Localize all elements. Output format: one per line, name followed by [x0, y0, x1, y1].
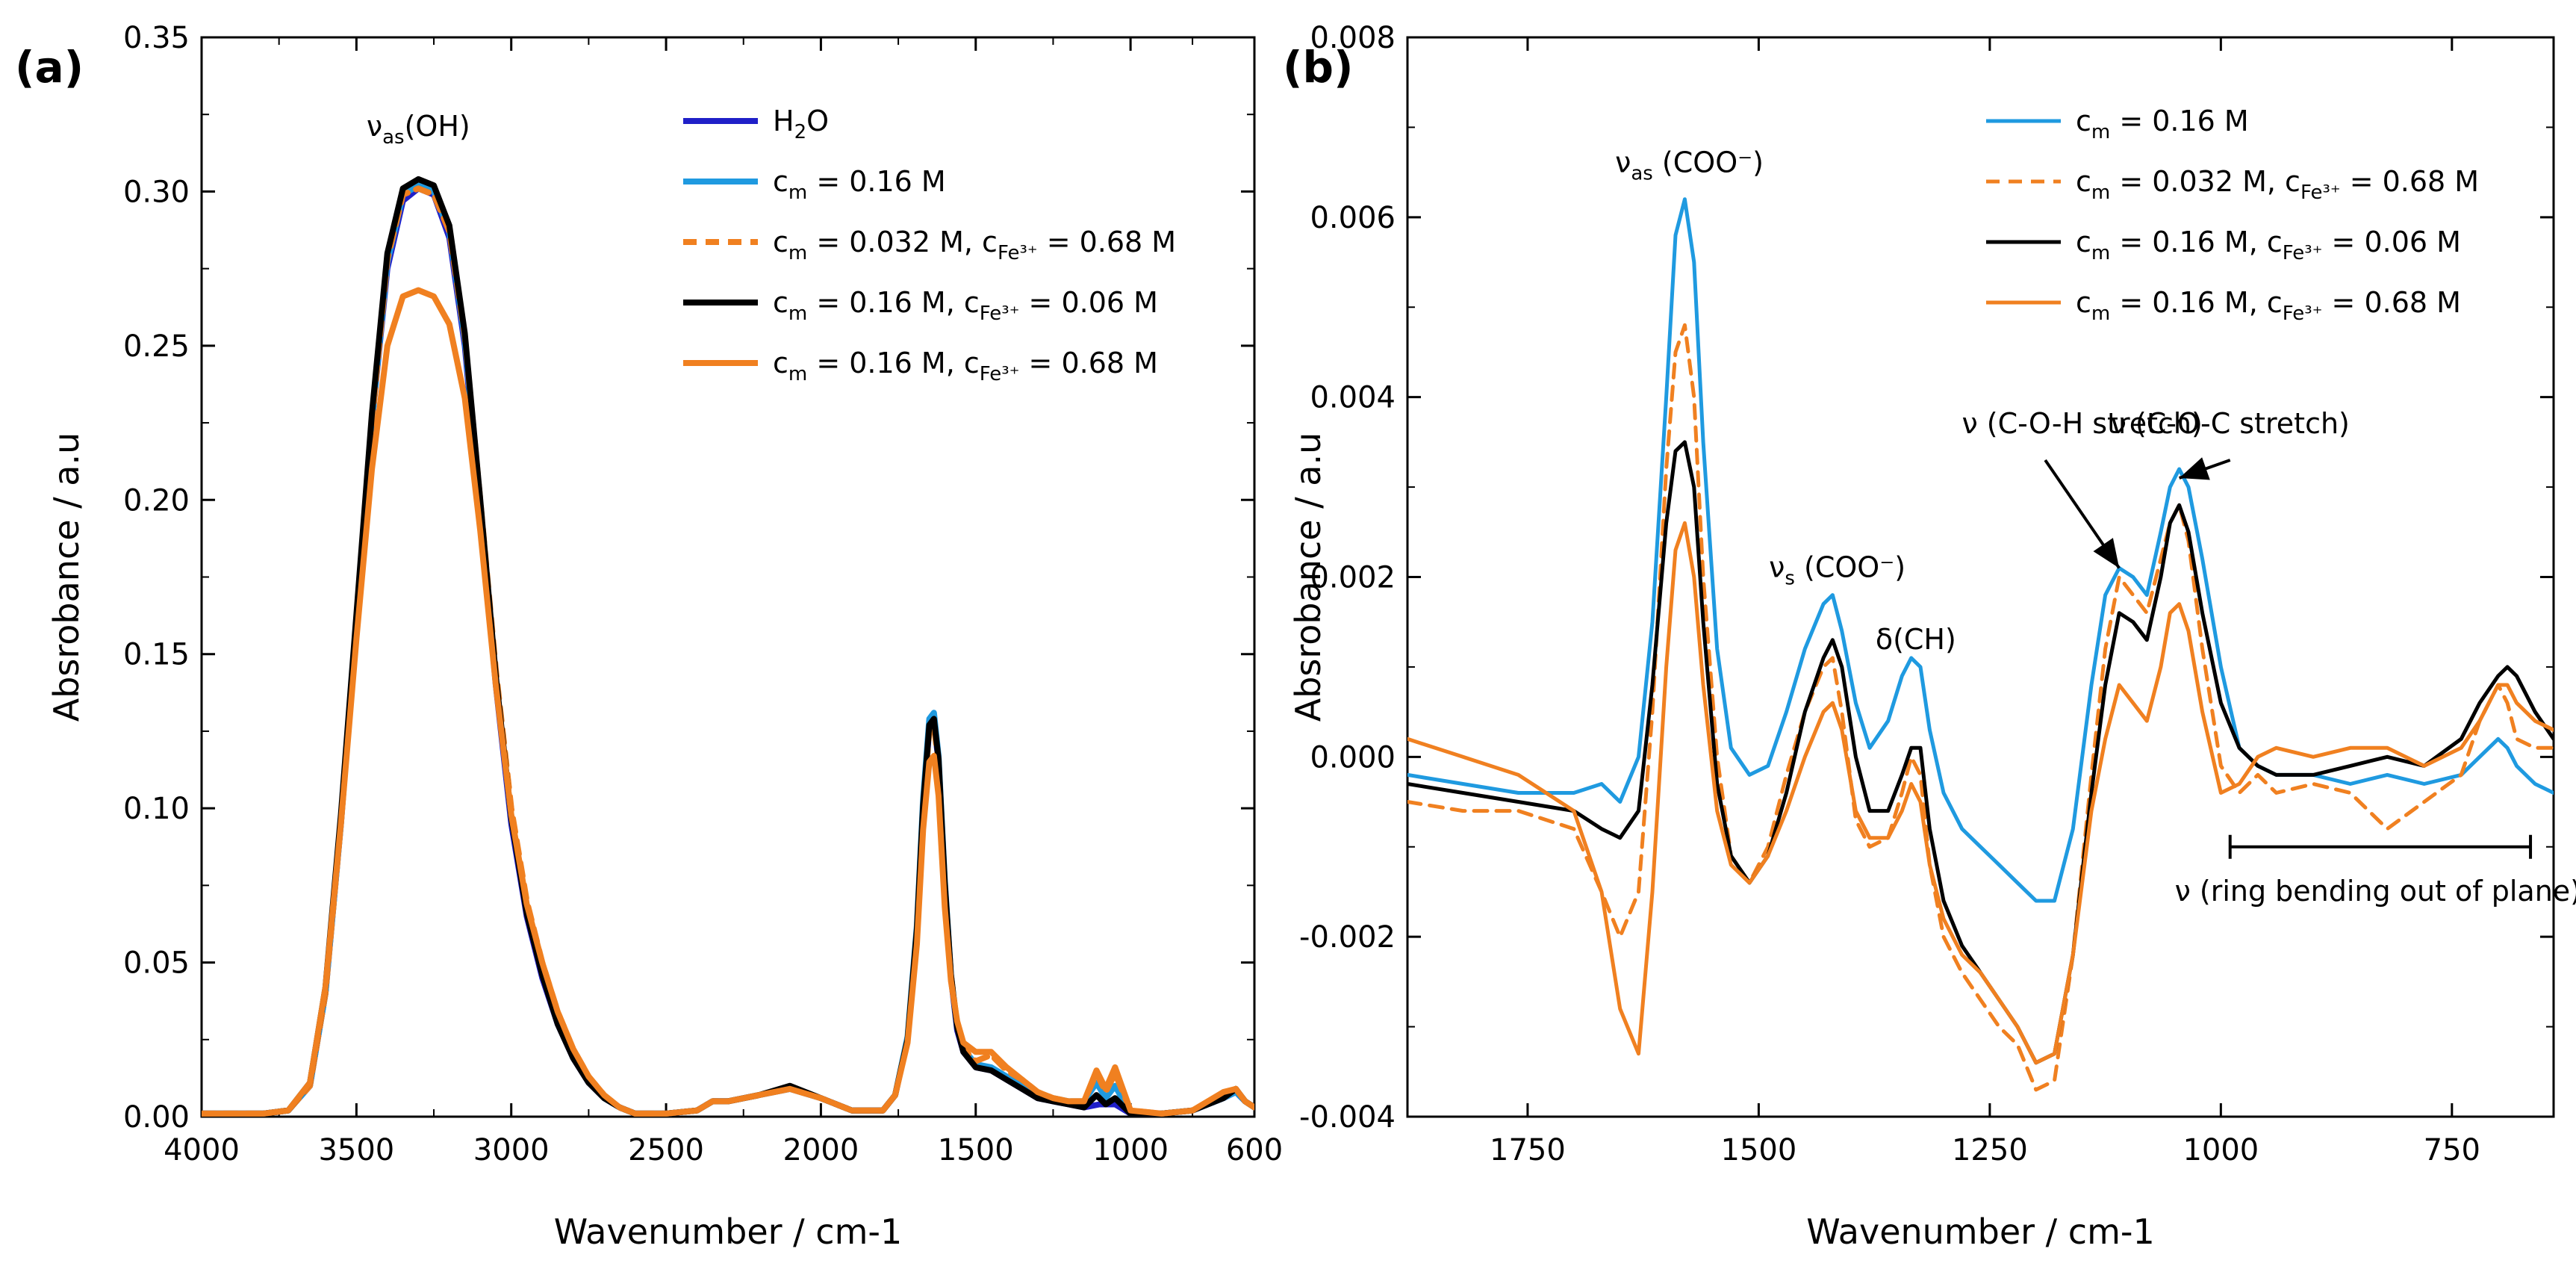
- series-line-1: [202, 182, 1254, 1117]
- y-axis-label: Absrobance / a.u: [46, 432, 87, 722]
- legend: H2O cm = 0.16 M cm = 0.032 M, cFe³⁺ = 0.68…: [683, 105, 1176, 385]
- panel-a-chart: 0.00 0.05 0.10 0.15 0.20 0.25 0.30 0.35 4000 3500…: [15, 21, 1283, 1252]
- annotation-4: ν (C-O-C stretch): [2111, 407, 2350, 440]
- x-tick-label: 3000: [473, 1133, 550, 1167]
- series-group: [1407, 197, 2554, 1092]
- x-tick-label: 2500: [628, 1133, 704, 1167]
- plot-frame: [1406, 36, 2555, 1118]
- x-axis-label: Wavenumber / cm-1: [1806, 1212, 2155, 1252]
- series-line-2: [202, 185, 1254, 1117]
- y-axis-label: Absrobance / a.u: [1288, 432, 1328, 722]
- x-tick-label: 3500: [318, 1133, 394, 1167]
- x-tick-label: 1500: [1721, 1133, 1797, 1167]
- arrow-head-1: [2179, 457, 2210, 480]
- x-tick-label: 1250: [1952, 1133, 2028, 1167]
- x-tick-label: 1000: [1092, 1133, 1169, 1167]
- panel-label: (a): [15, 42, 84, 93]
- panel-label: (b): [1283, 42, 1354, 93]
- y-tick-label: 0.00: [123, 1100, 190, 1135]
- legend-entry-3: cm = 0.16 M, cFe³⁺ = 0.06 M: [773, 286, 1158, 325]
- y-tick-label: 0.10: [123, 792, 190, 826]
- annotation-5: ν (ring bending out of plane): [2175, 875, 2576, 908]
- x-tick-label: 1000: [2183, 1133, 2259, 1167]
- series-line-3: [202, 176, 1254, 1117]
- annotation-2: δ(CH): [1876, 623, 1956, 656]
- legend-entry-0: cm = 0.16 M: [2076, 105, 2249, 143]
- y-tick-label: -0.002: [1299, 920, 1396, 955]
- y-tick-label: -0.004: [1299, 1100, 1396, 1135]
- legend: cm = 0.16 M cm = 0.032 M, cFe³⁺ = 0.68 M c…: [1986, 105, 2479, 325]
- y-tick-label: 0.002: [1310, 561, 1396, 595]
- legend-entry-2: cm = 0.16 M, cFe³⁺ = 0.06 M: [2076, 226, 2461, 264]
- arrow-head-0: [2093, 538, 2120, 568]
- y-tick-label: 0.30: [123, 175, 190, 209]
- y-tick-label: 0.25: [123, 329, 190, 364]
- series-line-1: [1407, 323, 2554, 1092]
- y-tick-label: 0.15: [123, 638, 190, 672]
- series-group: [202, 176, 1254, 1117]
- legend-entry-2: cm = 0.032 M, cFe³⁺ = 0.68 M: [773, 226, 1176, 264]
- series-line-3: [1407, 521, 2554, 1065]
- series-line-4: [202, 287, 1254, 1117]
- annotation-0: νas (COO⁻): [1615, 146, 1764, 185]
- y-tick-label: 0.004: [1310, 381, 1396, 415]
- y-tick-label: 0.008: [1310, 21, 1396, 55]
- legend-entry-4: cm = 0.16 M, cFe³⁺ = 0.68 M: [773, 347, 1158, 385]
- x-axis-label: Wavenumber / cm-1: [554, 1212, 903, 1252]
- x-tick-label: 600: [1226, 1133, 1283, 1167]
- x-tick-label: 1500: [938, 1133, 1014, 1167]
- series-line-2: [1407, 440, 2554, 1065]
- annotation-3: ν (C-O-H stretch): [1961, 407, 2202, 440]
- y-tick-label: 0.000: [1310, 740, 1396, 775]
- y-tick-label: 0.20: [123, 483, 190, 518]
- legend-entry-3: cm = 0.16 M, cFe³⁺ = 0.68 M: [2076, 286, 2461, 325]
- panel-b-chart: -0.004 -0.002 0.000 0.002 0.004 0.006 0.008 175…: [1283, 21, 2576, 1252]
- y-tick-label: 0.006: [1310, 201, 1396, 235]
- x-tick-label: 2000: [783, 1133, 859, 1167]
- legend-entry-1: cm = 0.032 M, cFe³⁺ = 0.68 M: [2076, 165, 2479, 204]
- y-tick-label: 0.35: [123, 21, 190, 55]
- x-tick-label: 4000: [164, 1133, 240, 1167]
- x-tick-label: 1750: [1490, 1133, 1566, 1167]
- series-line-0: [202, 185, 1254, 1117]
- x-tick-label: 750: [2424, 1133, 2480, 1167]
- annotation-0: νas(OH): [367, 110, 470, 149]
- annotation-1: νs (COO⁻): [1769, 551, 1905, 590]
- legend-entry-1: cm = 0.16 M: [773, 165, 946, 204]
- legend-entry-0: H2O: [773, 105, 829, 143]
- y-tick-label: 0.05: [123, 946, 190, 981]
